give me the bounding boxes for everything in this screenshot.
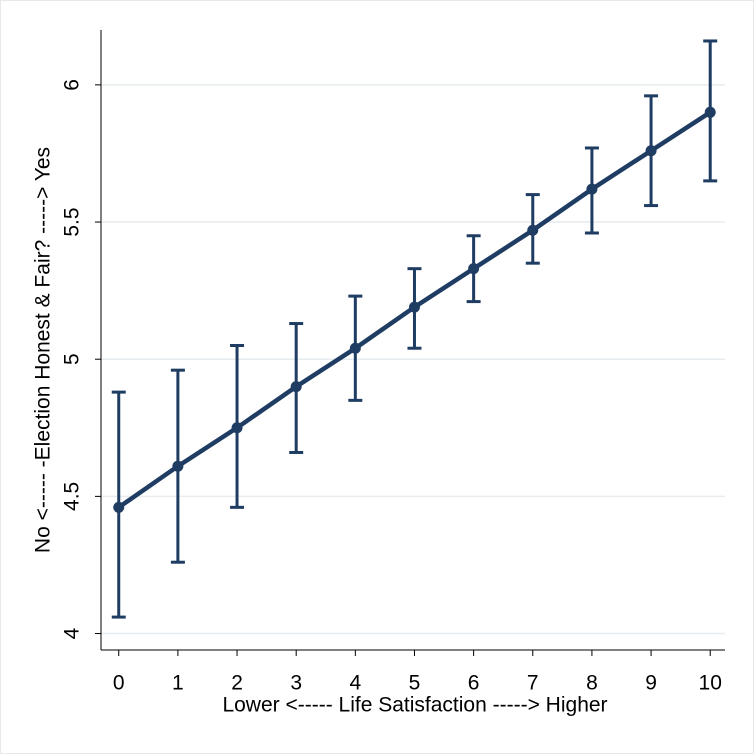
x-tick-label: 6: [468, 672, 480, 695]
x-tick-label: 7: [527, 672, 539, 695]
x-tick-label: 8: [586, 672, 598, 695]
x-tick-label: 2: [231, 672, 243, 695]
x-tick-label: 10: [699, 672, 722, 695]
marker: [231, 422, 243, 434]
y-axis-label: No <----- -Election Honest & Fair? -----…: [32, 147, 55, 553]
x-tick-label: 0: [113, 672, 125, 695]
x-axis-label: Lower <----- Life Satisfaction -----> Hi…: [222, 694, 607, 717]
marker: [586, 183, 598, 195]
marker: [468, 263, 480, 275]
marker: [113, 501, 125, 513]
marker: [290, 381, 302, 393]
y-tick-label: 5: [61, 353, 84, 365]
x-tick-label: 3: [290, 672, 302, 695]
x-tick-label: 5: [409, 672, 421, 695]
marker: [172, 460, 184, 472]
y-tick-label: 6: [61, 79, 84, 91]
marker: [704, 106, 716, 118]
y-tick-label: 4: [61, 627, 84, 639]
x-tick-label: 9: [645, 672, 657, 695]
x-tick-label: 1: [172, 672, 184, 695]
marker: [527, 224, 539, 236]
y-tick-label: 5.5: [61, 207, 84, 236]
marker: [408, 301, 420, 313]
marker: [645, 145, 657, 157]
x-tick-label: 4: [349, 672, 361, 695]
marker: [349, 342, 361, 354]
y-tick-label: 4.5: [61, 482, 84, 511]
